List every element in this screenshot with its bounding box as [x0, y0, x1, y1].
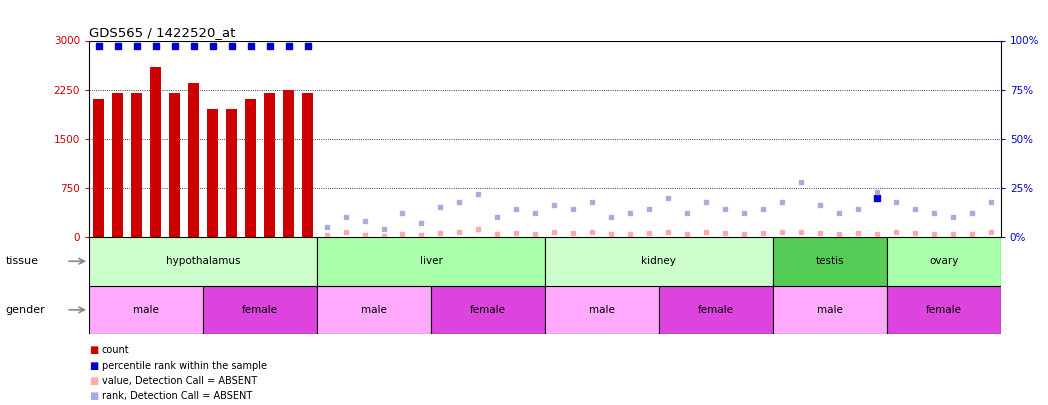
Bar: [89, 237, 316, 286]
Text: female: female: [698, 305, 734, 315]
Bar: [887, 286, 1001, 334]
Text: liver: liver: [419, 256, 442, 266]
Text: female: female: [925, 305, 962, 315]
Bar: [659, 286, 772, 334]
Bar: [431, 286, 545, 334]
Bar: [245, 100, 256, 237]
Bar: [283, 90, 294, 237]
Bar: [203, 286, 316, 334]
Bar: [112, 93, 124, 237]
Bar: [316, 237, 545, 286]
Text: female: female: [470, 305, 506, 315]
Text: ■: ■: [89, 392, 99, 401]
Bar: [264, 93, 276, 237]
Text: female: female: [242, 305, 278, 315]
Text: rank, Detection Call = ABSENT: rank, Detection Call = ABSENT: [102, 392, 252, 401]
Bar: [93, 100, 105, 237]
Text: hypothalamus: hypothalamus: [166, 256, 240, 266]
Bar: [131, 93, 143, 237]
Text: tissue: tissue: [5, 256, 38, 266]
Bar: [226, 109, 237, 237]
Text: ■: ■: [89, 345, 99, 355]
Text: male: male: [589, 305, 615, 315]
Text: kidney: kidney: [641, 256, 676, 266]
Bar: [772, 286, 887, 334]
Text: ovary: ovary: [930, 256, 959, 266]
Bar: [545, 286, 659, 334]
Bar: [316, 286, 431, 334]
Text: ■: ■: [89, 361, 99, 371]
Bar: [302, 93, 313, 237]
Bar: [89, 286, 203, 334]
Bar: [887, 237, 1001, 286]
Bar: [188, 83, 199, 237]
Text: male: male: [362, 305, 387, 315]
Text: ■: ■: [89, 376, 99, 386]
Text: male: male: [133, 305, 159, 315]
Bar: [150, 67, 161, 237]
Bar: [772, 237, 887, 286]
Bar: [206, 109, 218, 237]
Text: count: count: [102, 345, 129, 355]
Bar: [169, 93, 180, 237]
Text: testis: testis: [815, 256, 845, 266]
Text: gender: gender: [5, 305, 45, 315]
Text: percentile rank within the sample: percentile rank within the sample: [102, 361, 266, 371]
Bar: [545, 237, 772, 286]
Text: value, Detection Call = ABSENT: value, Detection Call = ABSENT: [102, 376, 257, 386]
Text: GDS565 / 1422520_at: GDS565 / 1422520_at: [89, 26, 236, 39]
Text: male: male: [817, 305, 843, 315]
